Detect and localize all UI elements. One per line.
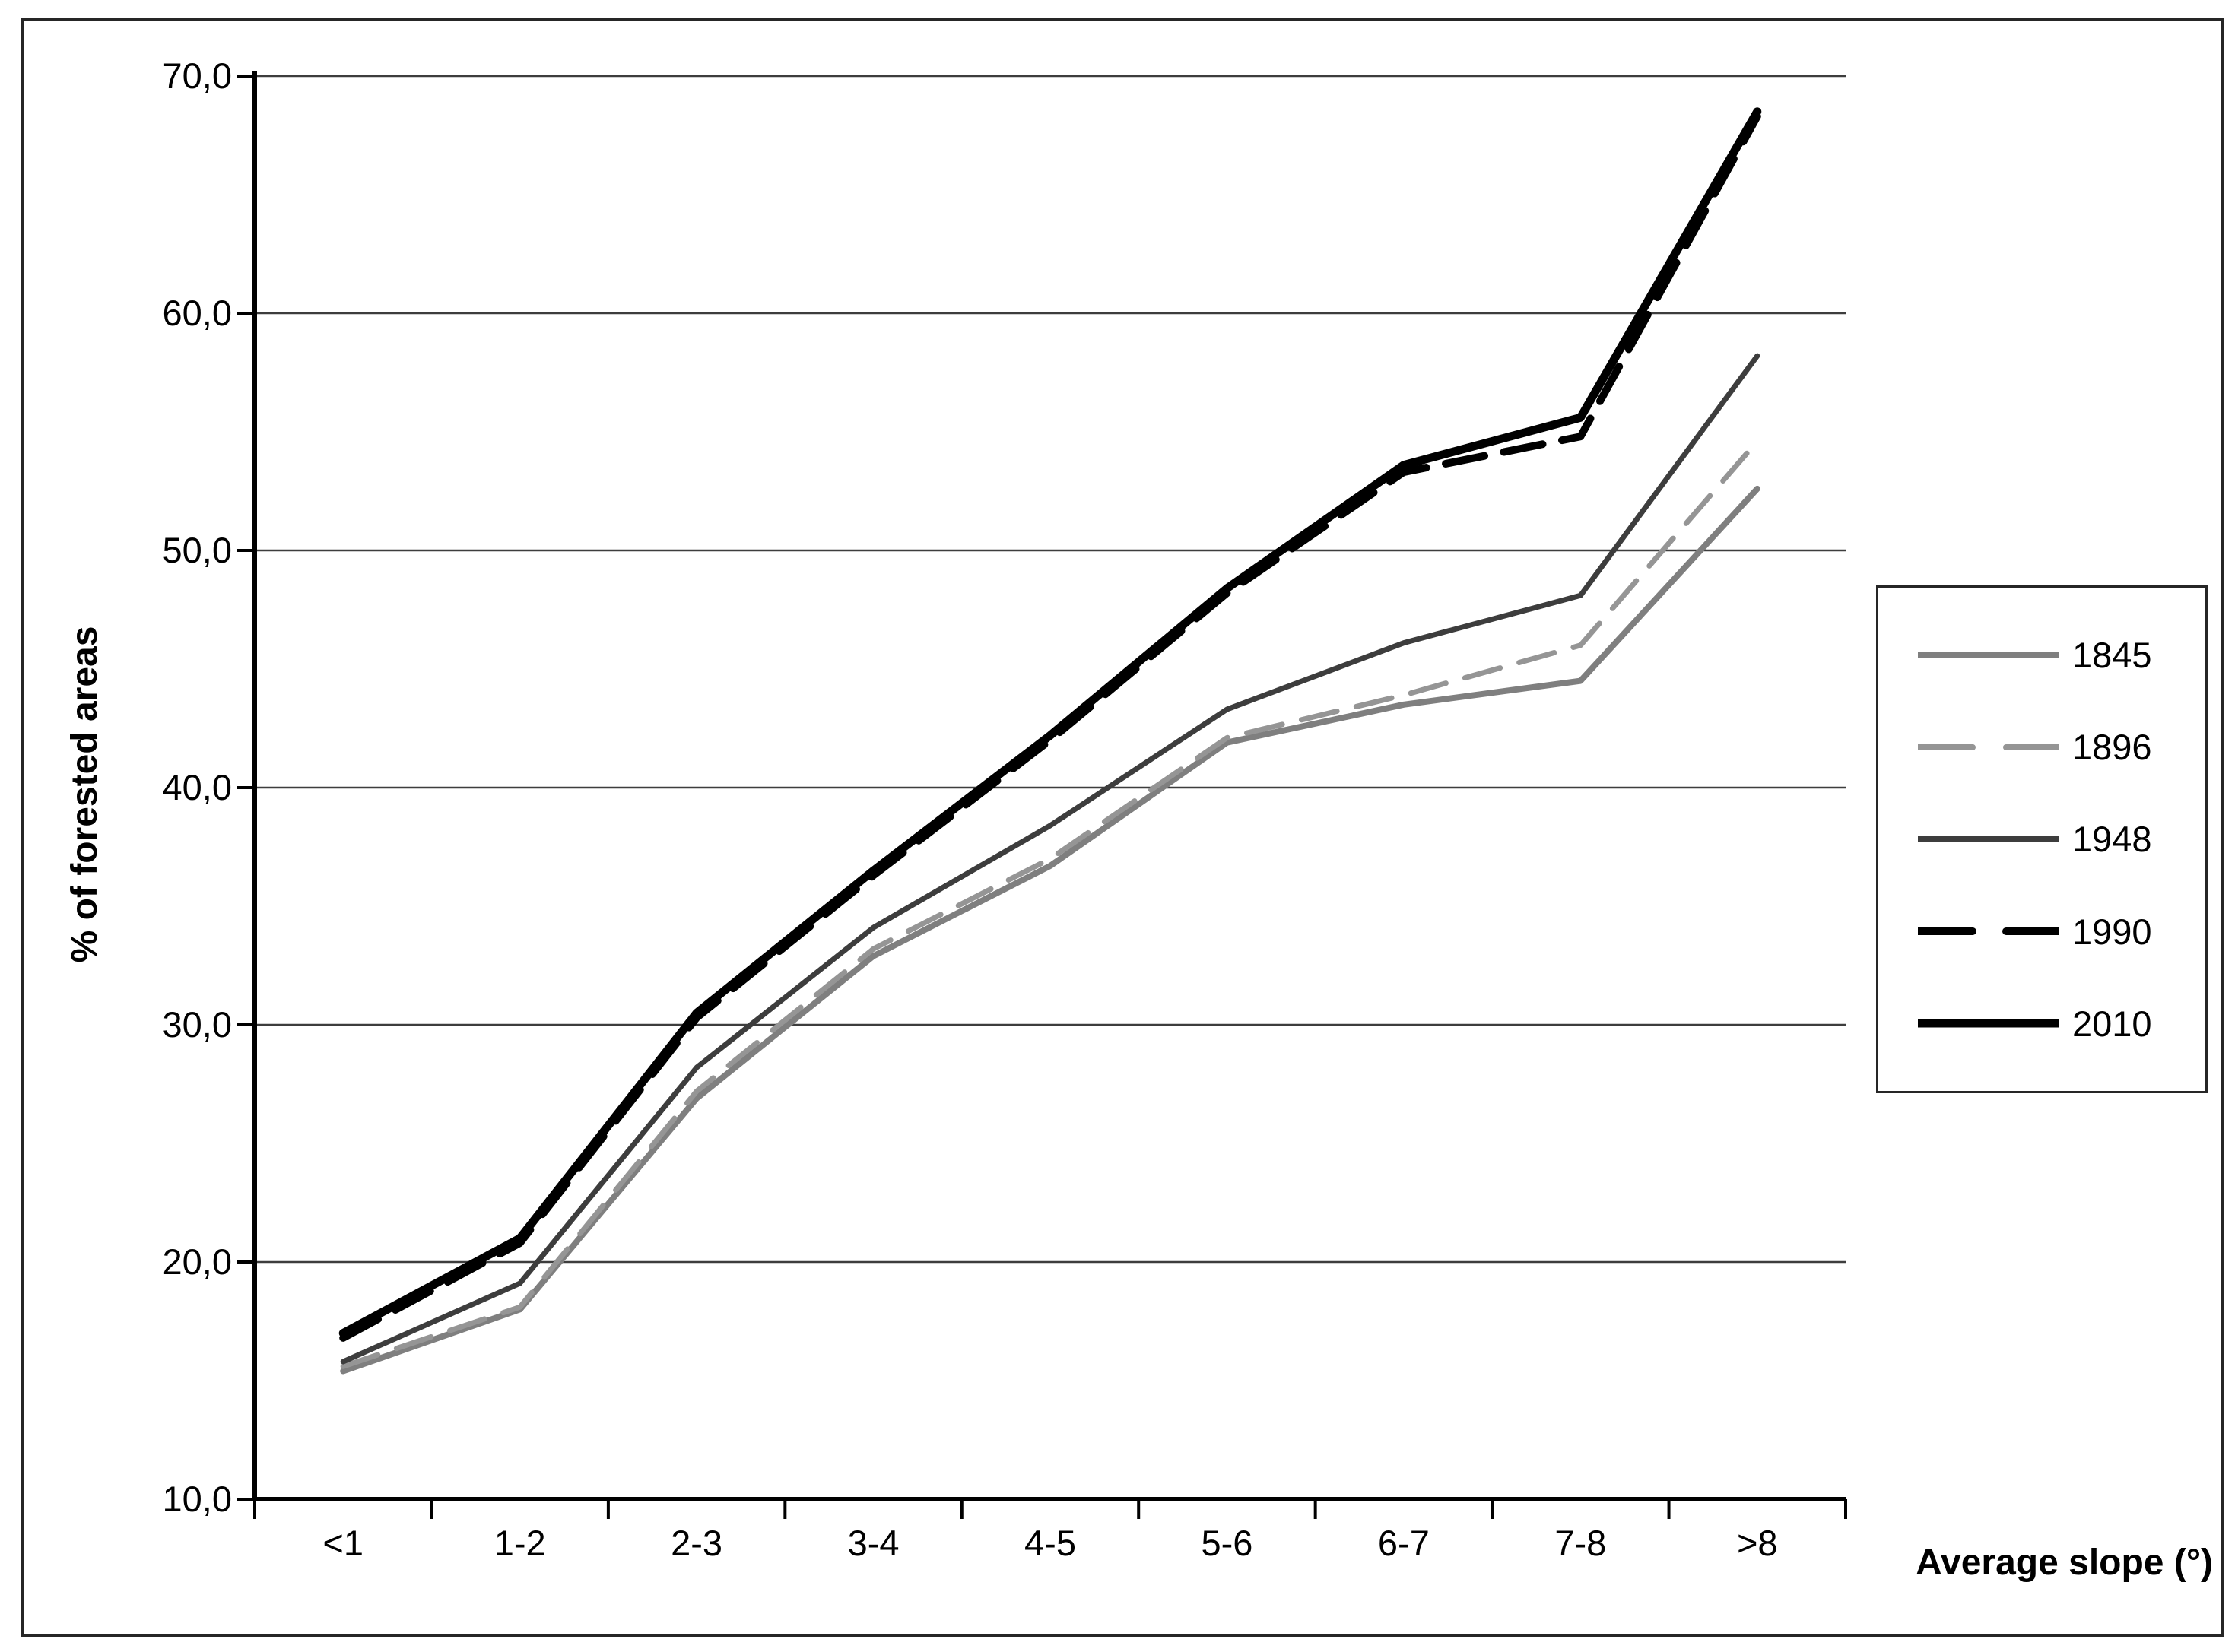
x-tick-label-3-4: 3-4: [847, 1523, 900, 1563]
y-tick-label-20,0: 20,0: [162, 1241, 232, 1282]
x-tick-label-4-5: 4-5: [1024, 1523, 1076, 1563]
legend-label-1990: 1990: [2072, 911, 2152, 952]
y-axis-title: % of forested areas: [65, 626, 105, 963]
x-tick-label-7-8: 7-8: [1554, 1523, 1607, 1563]
legend-line-sample-1948: [1918, 836, 2059, 842]
y-tick-label-70,0: 70,0: [162, 55, 232, 96]
y-tick-label-50,0: 50,0: [162, 530, 232, 570]
y-tick-label-30,0: 30,0: [162, 1004, 232, 1045]
y-tick-label-60,0: 60,0: [162, 293, 232, 333]
series-line-1990: [339, 113, 1761, 1342]
legend-line-sample-1845: [1918, 652, 2059, 658]
legend-label-1896: 1896: [2072, 727, 2152, 768]
legend-line-sample-1990: [1918, 927, 2059, 936]
series-line-2010: [338, 107, 1762, 1338]
legend-item-1845: 1845: [1918, 637, 2205, 673]
legend-line-sample-2010: [1918, 1019, 2059, 1028]
y-tick-label-10,0: 10,0: [162, 1479, 232, 1519]
y-tick-label-40,0: 40,0: [162, 767, 232, 807]
series-line-1845: [340, 485, 1760, 1375]
legend-label-2010: 2010: [2072, 1003, 2152, 1044]
legend-item-1896: 1896: [1918, 729, 2205, 765]
x-axis-title: Average slope (°): [1916, 1543, 2213, 1583]
legend: 1845 1896 1948 1990 2010: [1876, 585, 2208, 1093]
legend-item-1990: 1990: [1918, 914, 2205, 950]
legend-item-1948: 1948: [1918, 821, 2205, 857]
legend-label-1948: 1948: [2072, 819, 2152, 860]
x-tick-label-6-7: 6-7: [1377, 1523, 1430, 1563]
x-tick-label-2-3: 2-3: [671, 1523, 723, 1563]
legend-item-2010: 2010: [1918, 1006, 2205, 1042]
x-tick-label->8: >8: [1736, 1523, 1778, 1563]
legend-label-1845: 1845: [2072, 635, 2152, 676]
series-line-1896: [340, 438, 1760, 1369]
legend-line-sample-1896: [1918, 744, 2059, 750]
series-line-1948: [340, 353, 1760, 1365]
x-tick-label-5-6: 5-6: [1201, 1523, 1253, 1563]
figure-border: [21, 18, 2224, 1637]
x-tick-label-1-2: 1-2: [494, 1523, 546, 1563]
x-tick-label-<1: <1: [322, 1523, 364, 1563]
